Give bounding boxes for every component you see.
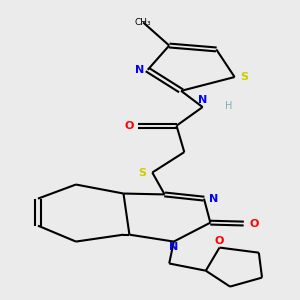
Text: O: O: [125, 121, 134, 131]
Text: O: O: [215, 236, 224, 246]
Text: CH₃: CH₃: [135, 18, 152, 27]
Text: S: S: [138, 167, 146, 178]
Text: N: N: [209, 194, 219, 204]
Text: H: H: [225, 101, 233, 112]
Text: S: S: [241, 72, 249, 82]
Text: O: O: [249, 219, 259, 229]
Text: N: N: [198, 95, 207, 106]
Text: N: N: [135, 65, 144, 75]
Text: N: N: [169, 242, 178, 252]
